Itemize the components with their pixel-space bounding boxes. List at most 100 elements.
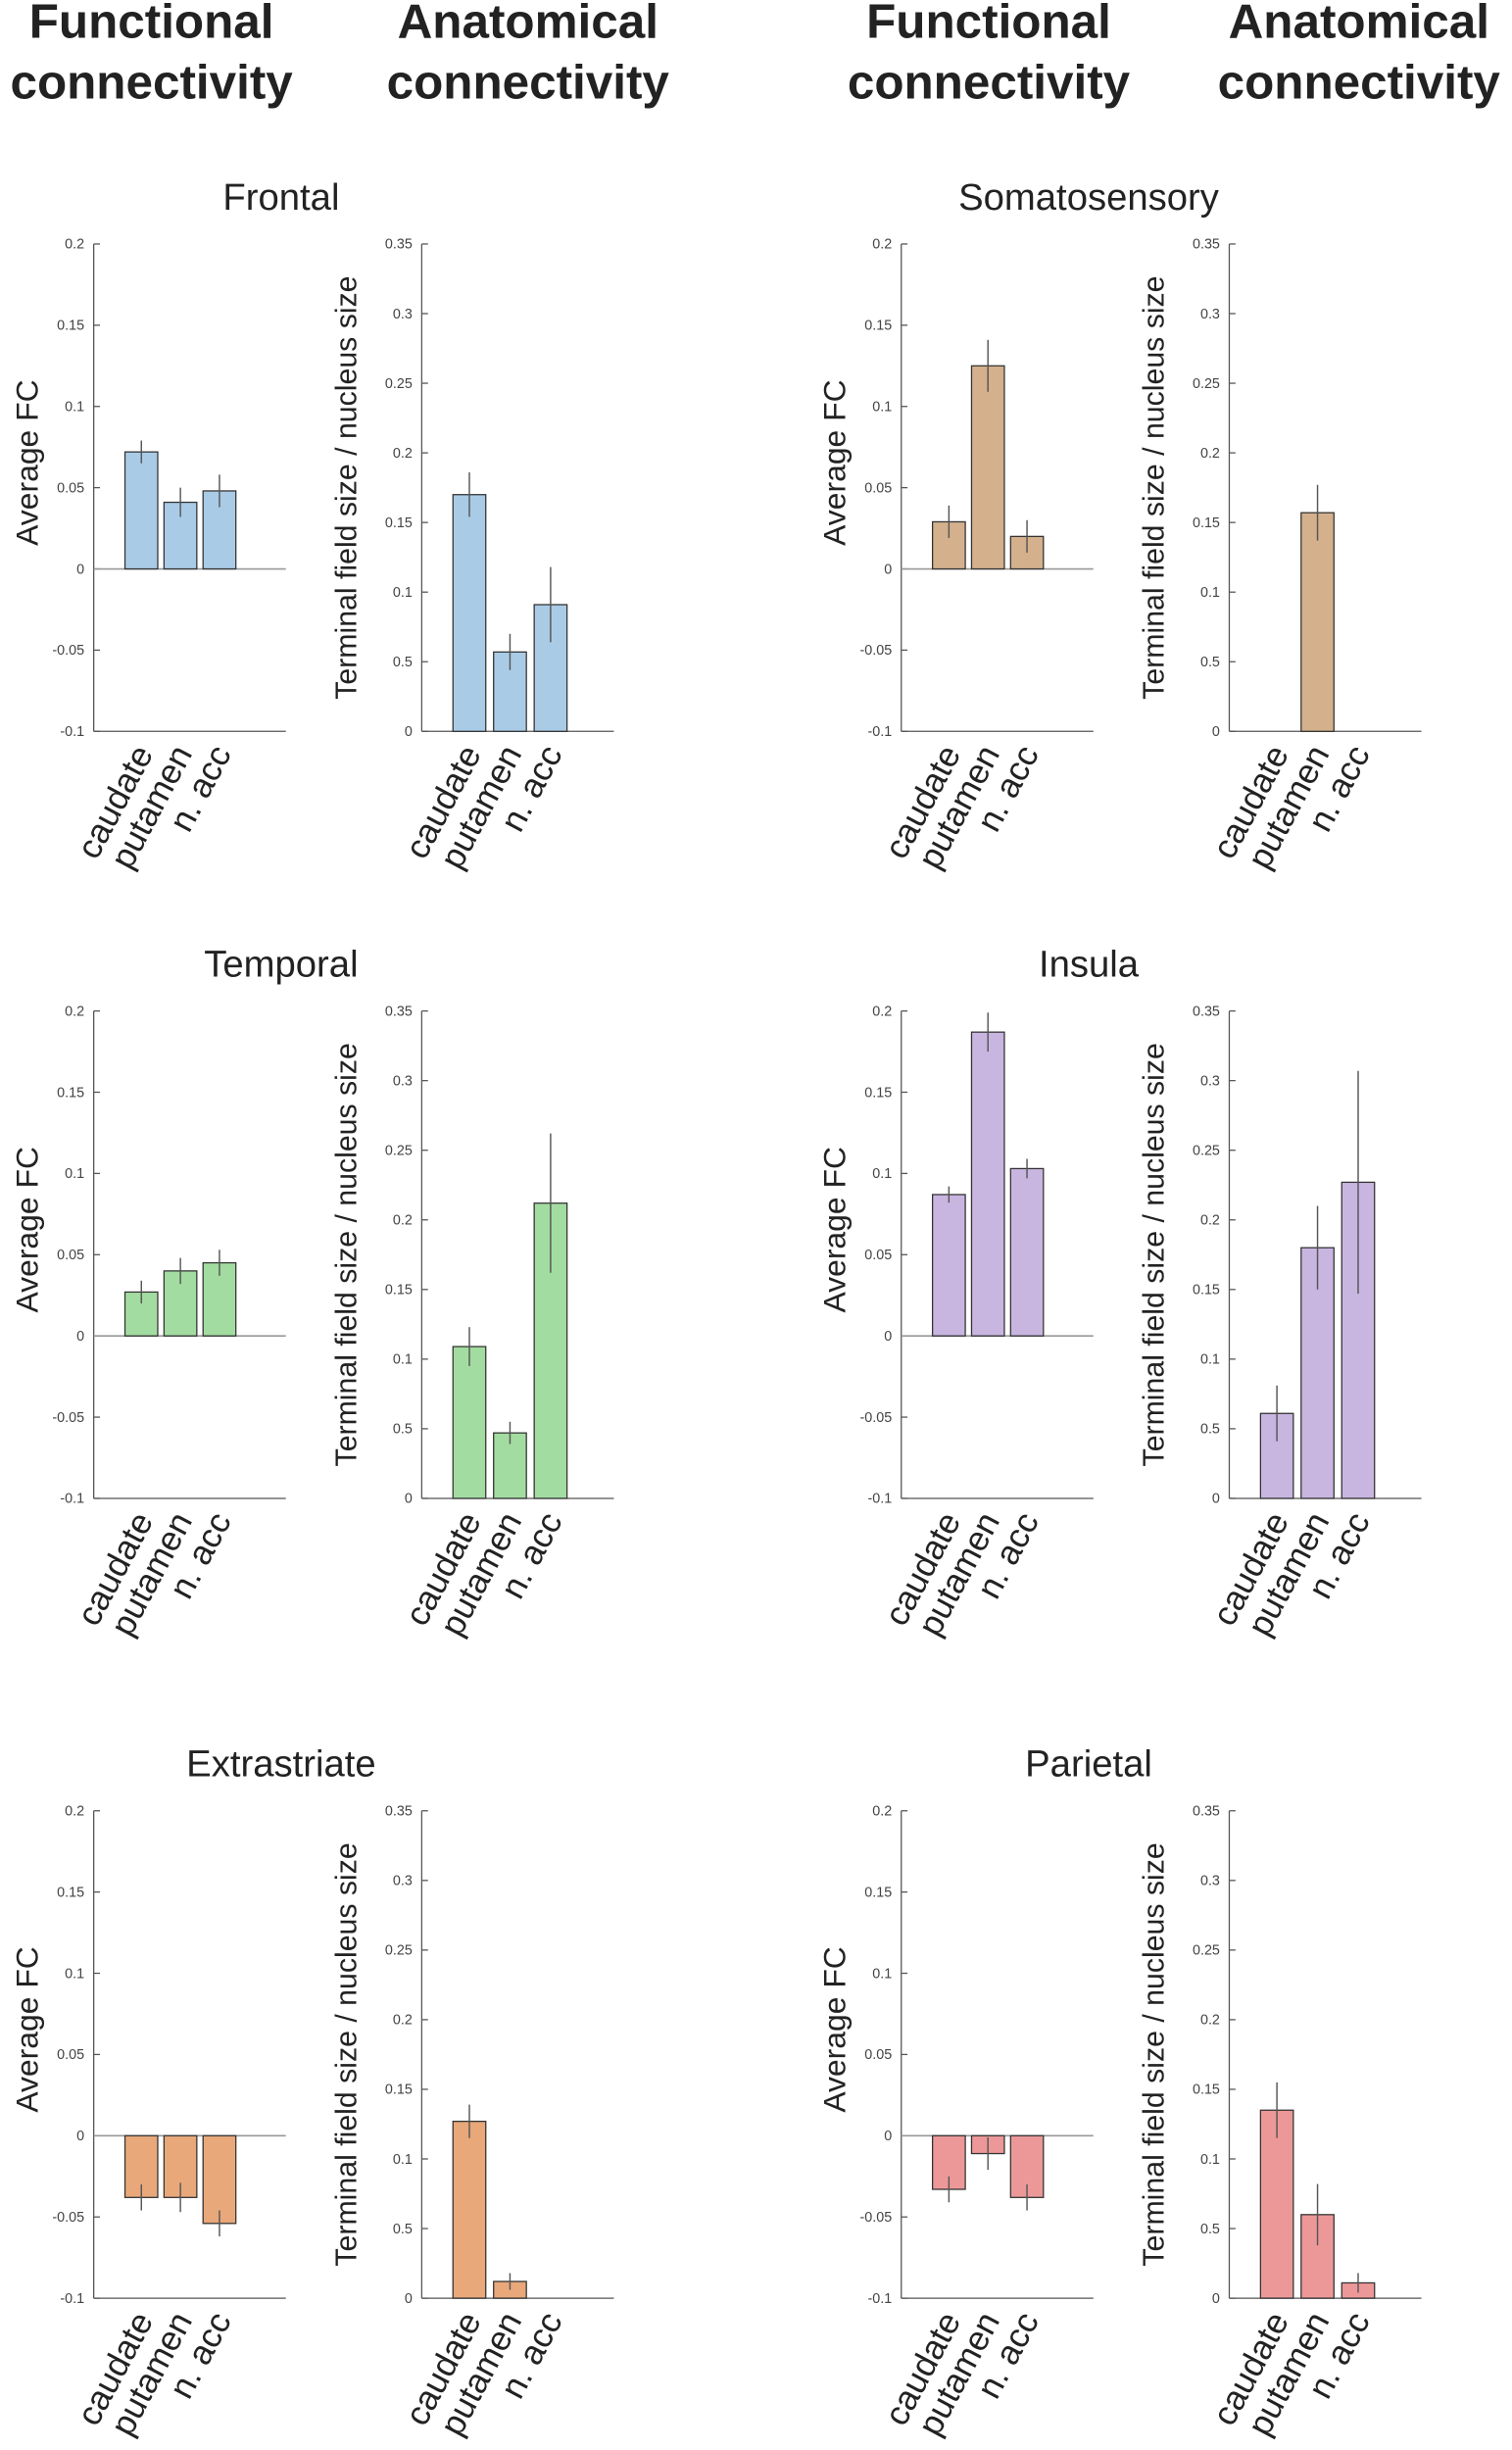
y-tick-label: 0.5 <box>1200 1422 1220 1438</box>
y-axis-label: Average FC <box>9 379 44 545</box>
y-tick-label: 0.2 <box>1200 2013 1220 2029</box>
column-header: Anatomical connectivity <box>1218 0 1501 110</box>
bar <box>452 1346 487 1499</box>
bar <box>163 501 198 570</box>
y-tick-label: 0.25 <box>385 376 413 392</box>
bar <box>163 2134 198 2198</box>
y-tick-label: 0.05 <box>864 480 892 496</box>
column-header: Anatomical connectivity <box>387 0 670 110</box>
y-tick-label: 0.2 <box>393 1213 413 1229</box>
y-tick-label: 0.1 <box>393 2152 413 2168</box>
y-tick-label: -0.05 <box>860 643 893 659</box>
bar <box>970 365 1005 570</box>
panel-title: Insula <box>1039 944 1140 986</box>
y-tick-label: 0.2 <box>65 1004 84 1019</box>
y-axis-label: Average FC <box>816 379 852 545</box>
y-tick-label: 0.1 <box>872 1166 892 1182</box>
y-tick-label: -0.1 <box>60 1492 84 1507</box>
y-tick-label: 0.25 <box>385 1943 413 1959</box>
y-axis-label: Terminal field size / nucleus size <box>330 275 363 699</box>
y-tick-label: 0.1 <box>65 400 84 416</box>
y-tick-label: 0.5 <box>393 655 413 670</box>
y-axis-label: Terminal field size / nucleus size <box>330 1043 363 1466</box>
bar <box>452 2120 487 2299</box>
bar <box>123 451 159 570</box>
y-tick-label: 0.35 <box>385 1804 413 1820</box>
y-tick-label: 0.1 <box>872 1966 892 1982</box>
y-tick-label: 0 <box>884 1329 892 1345</box>
y-tick-label: 0 <box>1212 1492 1220 1507</box>
y-tick-label: 0.5 <box>393 1422 413 1438</box>
y-tick-label: 0.2 <box>65 1804 84 1820</box>
panel-title: Extrastriate <box>186 1743 375 1786</box>
y-tick-label: -0.1 <box>867 724 892 740</box>
y-tick-label: 0.2 <box>1200 446 1220 462</box>
y-tick-label: -0.05 <box>52 643 84 659</box>
y-tick-label: -0.05 <box>52 1410 84 1426</box>
y-tick-label: 0.5 <box>1200 655 1220 670</box>
y-tick-label: 0.2 <box>65 237 84 253</box>
y-tick-label: 0.1 <box>1200 2152 1220 2168</box>
y-tick-label: -0.1 <box>60 2291 84 2307</box>
y-tick-label: 0.2 <box>393 2013 413 2029</box>
y-tick-label: -0.1 <box>867 1492 892 1507</box>
panel-title: Parietal <box>1025 1743 1152 1786</box>
y-tick-label: 0.15 <box>385 1283 413 1298</box>
y-tick-label: 0 <box>405 2291 413 2307</box>
y-tick-label: 0.5 <box>1200 2222 1220 2237</box>
y-tick-label: 0 <box>76 2129 84 2144</box>
y-tick-label: 0.15 <box>864 1085 892 1101</box>
y-tick-label: 0.15 <box>1193 2082 1220 2098</box>
y-tick-label: 0.35 <box>385 1004 413 1019</box>
y-tick-label: 0.25 <box>1193 1943 1220 1959</box>
y-tick-label: 0 <box>405 1492 413 1507</box>
y-axis-label: Average FC <box>9 1946 44 2113</box>
y-tick-label: 0.1 <box>393 1352 413 1368</box>
bar <box>1009 1167 1045 1337</box>
y-tick-label: 0.2 <box>393 446 413 462</box>
y-tick-label: 0 <box>76 1329 84 1345</box>
y-tick-label: 0.2 <box>872 237 892 253</box>
y-tick-label: 0.15 <box>1193 1283 1220 1298</box>
y-tick-label: 0.2 <box>1200 1213 1220 1229</box>
y-axis-label: Terminal field size / nucleus size <box>1139 275 1171 699</box>
y-axis-label: Average FC <box>816 1946 852 2113</box>
y-tick-label: 0.3 <box>1200 1874 1220 1889</box>
y-tick-label: 0.35 <box>1193 237 1220 253</box>
y-tick-label: 0.05 <box>864 2047 892 2063</box>
y-tick-label: -0.05 <box>860 2210 893 2226</box>
bar <box>970 1031 1005 1337</box>
y-axis-label: Terminal field size / nucleus size <box>1139 1842 1171 2266</box>
y-tick-label: -0.05 <box>52 2210 84 2226</box>
y-tick-label: 0.05 <box>57 1248 84 1263</box>
y-tick-label: 0.15 <box>385 515 413 531</box>
y-tick-label: 0.35 <box>385 237 413 253</box>
y-tick-label: 0.15 <box>57 1885 84 1900</box>
y-tick-label: 0.5 <box>393 2222 413 2237</box>
bar <box>931 1194 966 1337</box>
y-tick-label: 0.15 <box>864 318 892 334</box>
y-tick-label: 0.1 <box>65 1166 84 1182</box>
y-tick-label: 0.25 <box>385 1143 413 1158</box>
y-tick-label: 0.15 <box>1193 515 1220 531</box>
panel-title: Frontal <box>222 176 339 219</box>
y-tick-label: 0.3 <box>1200 307 1220 322</box>
y-tick-label: 0.15 <box>385 2082 413 2098</box>
y-axis-label: Average FC <box>9 1147 44 1313</box>
y-tick-label: 0.35 <box>1193 1004 1220 1019</box>
panel-title: Somatosensory <box>958 176 1220 219</box>
y-tick-label: -0.1 <box>867 2291 892 2307</box>
y-tick-label: 0.2 <box>872 1804 892 1820</box>
y-tick-label: 0.1 <box>393 585 413 601</box>
y-tick-label: 0.15 <box>57 318 84 334</box>
y-tick-label: 0.25 <box>1193 1143 1220 1158</box>
y-tick-label: 0.15 <box>864 1885 892 1900</box>
y-tick-label: 0.3 <box>1200 1073 1220 1089</box>
y-tick-label: 0 <box>76 562 84 577</box>
y-tick-label: 0.1 <box>1200 585 1220 601</box>
bar <box>1300 512 1335 732</box>
y-tick-label: 0.3 <box>393 1073 413 1089</box>
y-tick-label: 0.1 <box>872 400 892 416</box>
y-tick-label: -0.1 <box>60 724 84 740</box>
